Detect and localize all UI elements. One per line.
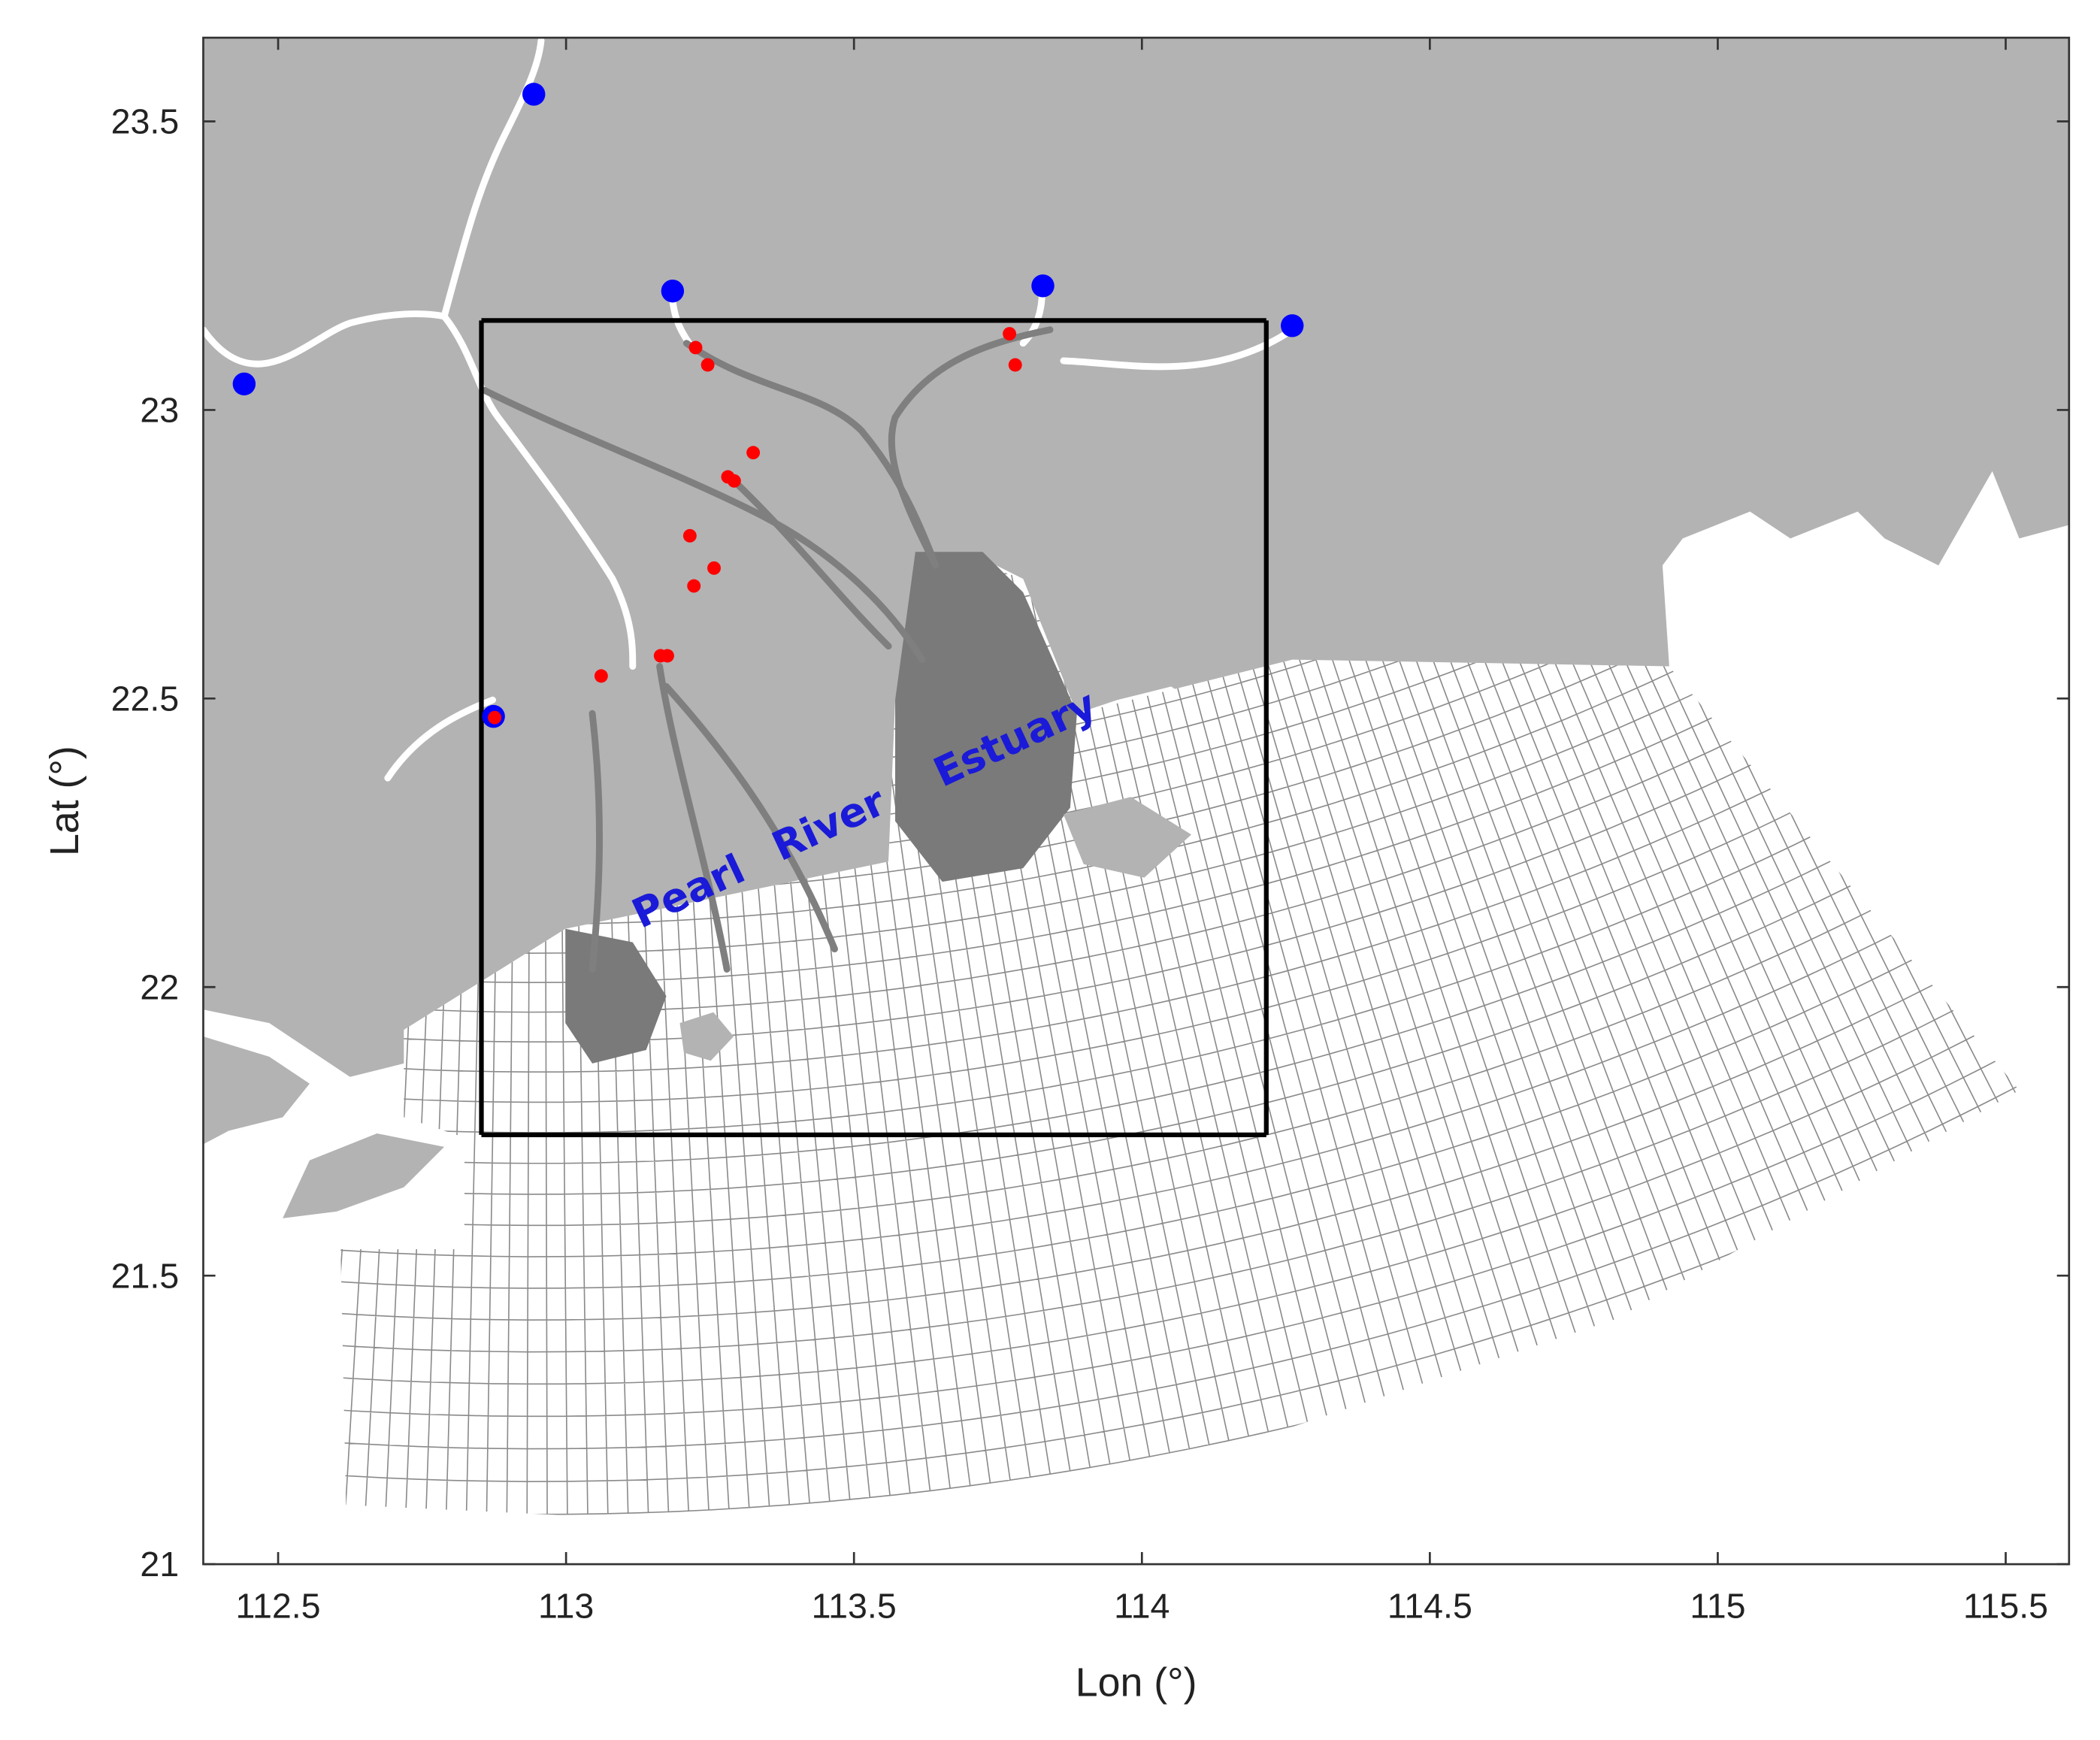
station-point [701,358,715,372]
station-point [707,561,721,575]
river [656,663,731,973]
land-island [283,1133,445,1218]
river [440,38,545,320]
station-point [1003,327,1017,341]
y-tick-label: 21 [140,1545,179,1584]
land-island [203,1036,310,1145]
island [679,1012,734,1061]
station-point [488,710,502,725]
y-tick-label: 22.5 [111,679,180,718]
river [481,386,926,664]
station-point [1008,358,1022,372]
x-tick-label: 112.5 [236,1587,321,1626]
x-tick-label: 114.5 [1387,1587,1472,1626]
river [888,326,1054,569]
x-tick-label: 114 [1114,1587,1170,1626]
river-boundary-point [1031,274,1055,298]
river [1060,326,1296,371]
station-point [682,528,697,543]
estuary-dense-grid [895,552,1077,882]
river [730,477,892,650]
y-axis-label: Lat (°) [42,746,87,856]
x-tick-label: 113.5 [812,1587,897,1626]
river-boundary-point [232,372,256,396]
river [663,682,838,953]
station-point [661,649,674,663]
x-tick-label: 115 [1690,1587,1745,1626]
axes-frame [202,36,2071,1566]
island [1063,797,1192,878]
river [203,310,637,670]
y-tick-label: 22 [140,967,179,1006]
y-tick-label: 23.5 [111,102,180,141]
map-area [203,38,2069,1565]
y-tick-label: 21.5 [111,1256,180,1295]
x-tick-label: 113 [538,1587,594,1626]
y-tick-label: 23 [140,391,179,430]
station-point [727,474,741,488]
station-point [746,446,761,460]
station-point [594,669,608,683]
station-point [688,340,703,355]
river-boundary-point [661,280,685,303]
rivers-delta [481,326,1054,973]
river [589,710,603,973]
river-boundary-point [522,83,546,106]
x-tick-label: 115.5 [1963,1587,2048,1626]
x-axis-label: Lon (°) [1076,1660,1197,1705]
station-point [687,579,701,593]
river-boundary-point [1281,314,1304,337]
